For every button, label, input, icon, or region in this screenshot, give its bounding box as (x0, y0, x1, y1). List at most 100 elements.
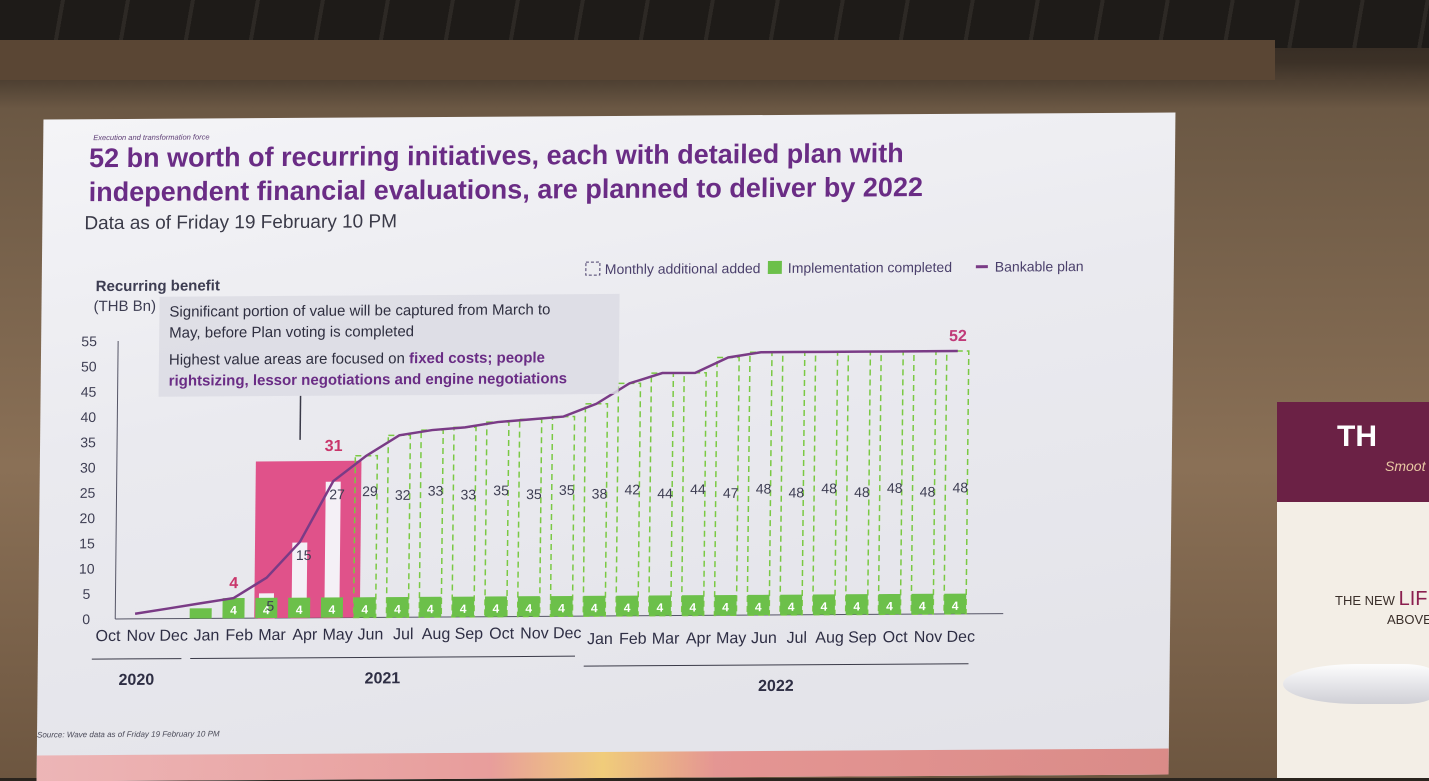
monthly-added-bar (518, 419, 542, 616)
x-tick-label: Oct (883, 629, 909, 646)
projector-screen-housing (0, 40, 1275, 80)
x-tick-label: Jul (786, 630, 807, 647)
x-tick-label: Apr (686, 630, 712, 647)
x-tick-label: Sep (455, 626, 484, 643)
callout-line-4: rightsizing, lessor negotiations and eng… (169, 370, 568, 389)
callout-line-1: Significant portion of value will be cap… (169, 301, 550, 320)
x-tick-label: Sep (848, 629, 877, 646)
bar-value-label: 32 (395, 487, 411, 503)
bar-value-label: 38 (592, 486, 608, 502)
bar-value-label: 48 (887, 480, 903, 496)
y-tick-label: 0 (82, 611, 90, 627)
x-tick-label: Nov (914, 629, 943, 646)
bar-value-label: 35 (493, 482, 509, 498)
bar-value-label: 35 (526, 486, 542, 502)
x-tick-label: Mar (652, 631, 680, 648)
recurring-benefit-chart: Monthly additional added Implementation … (37, 113, 1176, 781)
x-tick-label: Aug (815, 630, 844, 647)
banner-headline-prefix: THE NEW (1335, 593, 1395, 608)
slide-source: Source: Wave data as of Friday 19 Februa… (37, 729, 220, 739)
implementation-label: 4 (919, 599, 926, 613)
legend-label-plan: Bankable plan (995, 258, 1084, 275)
bar-value-label: 29 (362, 483, 378, 499)
monthly-added-bar (452, 427, 476, 617)
bar-value-label: 44 (657, 485, 673, 501)
y-tick-label: 30 (80, 459, 96, 475)
chart-legend: Monthly additional added Implementation … (586, 258, 1084, 277)
year-bracket (584, 664, 969, 666)
legend-label-implementation: Implementation completed (788, 259, 952, 276)
y-tick-label: 40 (80, 409, 96, 425)
x-tick-label: Aug (422, 626, 451, 643)
year-label: 2021 (365, 670, 401, 687)
implementation-label: 4 (492, 602, 499, 616)
implementation-label: 4 (460, 602, 467, 616)
bar-value-label: 44 (690, 481, 706, 497)
airplane-image (1283, 664, 1429, 704)
implementation-label: 4 (525, 601, 532, 615)
bar-value-label: 35 (559, 482, 575, 498)
implementation-label: 4 (427, 602, 434, 616)
x-tick-label: Feb (619, 631, 647, 648)
brand-tagline: Smoot (1385, 458, 1425, 474)
implementation-label: 4 (558, 601, 565, 615)
callout-line-3-bold: fixed costs; people (409, 349, 545, 367)
x-tick-label: Feb (225, 627, 253, 644)
implementation-label: 4 (328, 603, 335, 617)
implementation-label: 4 (820, 600, 827, 614)
implementation-label: 4 (788, 600, 795, 614)
banner-headline-big: LIF (1399, 588, 1428, 610)
x-tick-label: Mar (258, 627, 286, 644)
y-tick-label: 15 (79, 535, 95, 551)
highlight-value-label: 52 (949, 328, 967, 345)
highlight-value-label: 31 (325, 438, 343, 455)
year-label: 2022 (758, 678, 794, 695)
bar-value-label: 33 (460, 486, 476, 502)
bar-value-label: 48 (952, 479, 968, 495)
monthly-added-bar (550, 417, 574, 617)
implementation-label: 4 (952, 599, 959, 613)
bar-value-label: 27 (329, 486, 345, 502)
implementation-label: 4 (361, 602, 368, 616)
monthly-added-bar (583, 404, 607, 616)
implementation-bar (190, 608, 212, 618)
banner-headline: THE NEW LIF (1335, 588, 1427, 611)
implementation-label: 4 (722, 600, 729, 614)
bar-value-label: 47 (723, 485, 739, 501)
legend-swatch-implementation (768, 261, 782, 274)
y-tick-label: 50 (81, 358, 97, 374)
highlight-value-label: 4 (229, 575, 238, 592)
banner-standee: TH Smoot THE NEW LIF ABOVE (1277, 402, 1429, 778)
y-tick-label: 5 (83, 586, 91, 602)
monthly-added-bar (616, 383, 640, 616)
implementation-label: 4 (886, 599, 893, 613)
y-tick-label: 20 (79, 510, 95, 526)
implementation-label: 4 (755, 600, 762, 614)
bar-value-label: 42 (624, 481, 640, 497)
implementation-label: 4 (853, 599, 860, 613)
implementation-label: 4 (624, 601, 631, 615)
x-tick-label: Jun (357, 626, 383, 643)
bar-value-label: 48 (788, 484, 804, 500)
y-axis-line (115, 341, 118, 619)
bar-value-label: 33 (428, 483, 444, 499)
implementation-label: 4 (394, 602, 401, 616)
x-tick-label: Jan (587, 631, 613, 648)
y-tick-label: 55 (81, 333, 97, 349)
bar-value-label: 48 (854, 484, 870, 500)
x-tick-label: Jul (393, 626, 414, 643)
brand-logo: TH (1337, 420, 1377, 454)
x-tick-label: Dec (159, 628, 188, 645)
callout-line-3-prefix: Highest value areas are focused on (169, 350, 409, 368)
bar-value-label: 5 (266, 598, 274, 614)
callout-line-2: May, before Plan voting is completed (169, 323, 414, 341)
x-tick-label: Nov (127, 628, 156, 645)
monthly-added-bar (419, 430, 443, 617)
x-tick-label: Dec (946, 629, 975, 646)
implementation-label: 4 (591, 601, 598, 615)
bar-value-label: 48 (821, 480, 837, 496)
x-tick-label: Dec (553, 625, 582, 642)
